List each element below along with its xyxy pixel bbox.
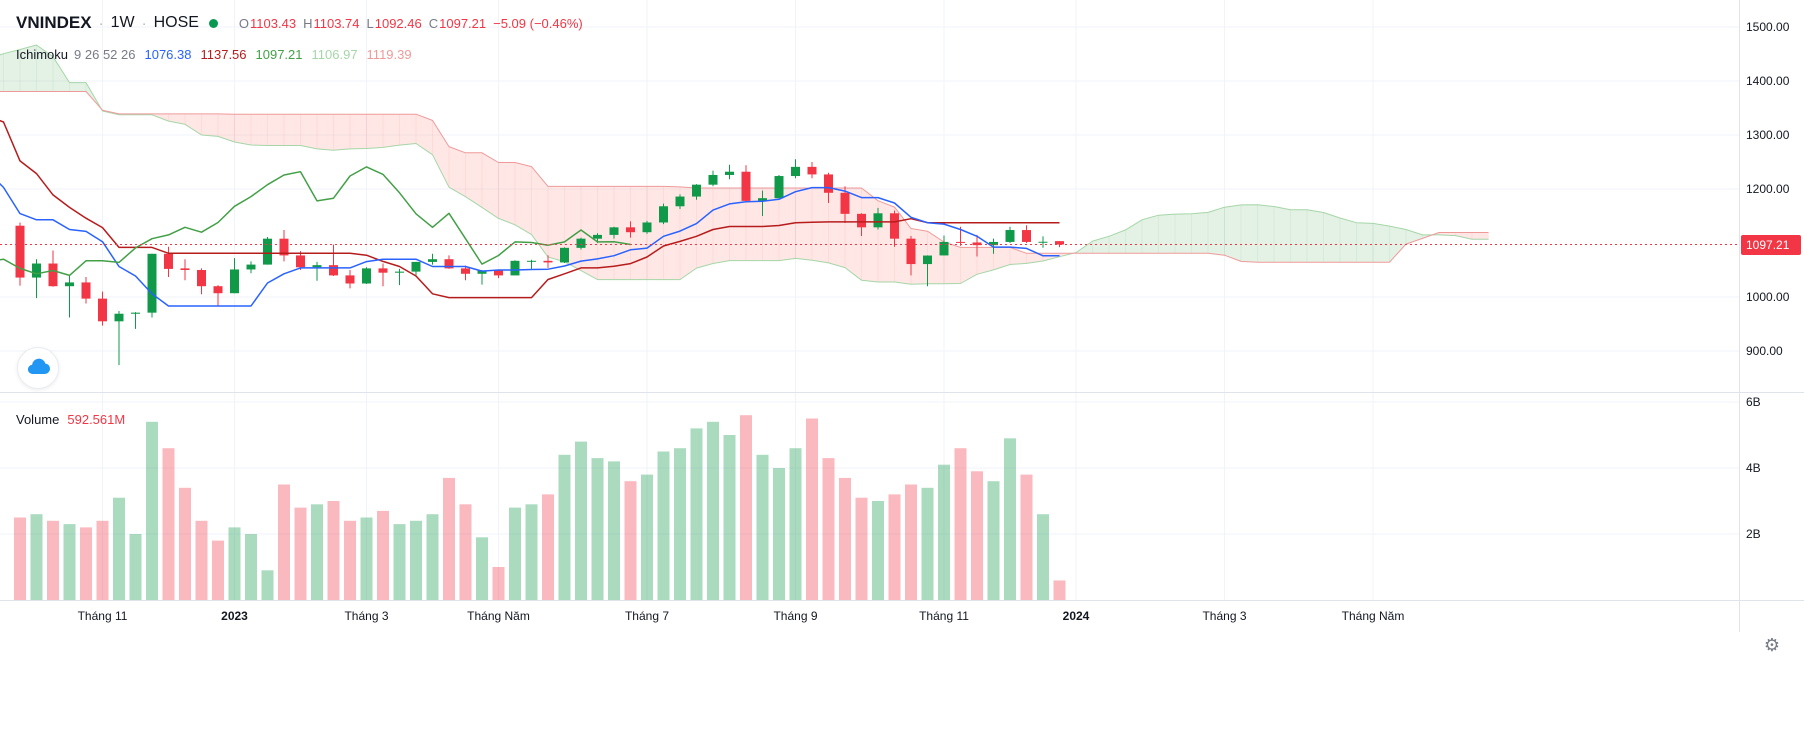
- volume-value: 592.561M: [67, 412, 126, 427]
- high-label: H: [303, 15, 313, 31]
- time-axis-label: 2023: [221, 609, 248, 623]
- indicator-legend: Ichimoku 9 26 52 26 1076.38 1137.56 1097.2…: [16, 47, 412, 62]
- symbol-legend: VNINDEX · 1W · HOSE O 1103.43 H 1103.74 …: [16, 13, 583, 33]
- chikou-span-line: [0, 166, 631, 277]
- cloud-icon: [27, 358, 51, 374]
- low-label: L: [366, 15, 374, 31]
- open-value: 1103.43: [250, 15, 297, 31]
- indicator-name[interactable]: Ichimoku: [16, 47, 69, 62]
- pane-separator[interactable]: [0, 392, 1804, 393]
- indicator-value: 1119.39: [366, 47, 412, 62]
- gear-icon: ⚙: [1763, 634, 1781, 655]
- price-scale-border: [1739, 0, 1740, 632]
- chart-canvas[interactable]: [0, 0, 1740, 600]
- close-label: C: [428, 15, 439, 31]
- volume-tick-label: 6B: [1746, 395, 1761, 409]
- ichimoku-cloud: [0, 44, 1489, 285]
- candles: [15, 159, 1064, 366]
- settings-button[interactable]: ⚙: [1760, 633, 1784, 657]
- indicator-value: 1106.97: [311, 47, 358, 62]
- time-axis-label: Tháng 11: [919, 609, 969, 623]
- interval-label[interactable]: 1W: [110, 14, 135, 31]
- tenkan-sen-line: [0, 182, 1060, 307]
- grid-lines: [0, 0, 1740, 600]
- time-axis[interactable]: Tháng 11 2023 Tháng 3 Tháng Năm Tháng 7 Tháng…: [0, 601, 1740, 631]
- price-tick-label: 900.00: [1746, 344, 1783, 358]
- time-axis-separator: [0, 600, 1804, 601]
- close-value: 1097.21: [439, 15, 487, 31]
- kijun-sen-line: [0, 119, 1060, 299]
- price-tick-label: 1500.00: [1746, 20, 1790, 34]
- time-axis-label: Tháng 7: [624, 609, 670, 623]
- symbol-name[interactable]: VNINDEX: [16, 13, 92, 32]
- time-axis-label: Tháng 9: [773, 609, 818, 623]
- indicator-params: 9 26 52 26: [74, 47, 136, 62]
- time-axis-label: Tháng 3: [344, 609, 389, 623]
- volume-tick-label: 2B: [1746, 527, 1761, 541]
- exchange-label[interactable]: HOSE: [153, 14, 199, 31]
- price-tick-label: 1200.00: [1746, 182, 1790, 196]
- high-value: 1103.74: [313, 15, 360, 31]
- last-price-badge: 1097.21: [1741, 234, 1801, 255]
- indicator-value: 1076.38: [144, 47, 192, 62]
- change-value: −5.09 (−0.46%): [493, 15, 583, 31]
- price-tick-label: 1300.00: [1746, 128, 1790, 142]
- senkou-span-a-line: [0, 44, 1489, 285]
- price-tick-label: 1000.00: [1746, 290, 1790, 304]
- indicator-value: 1137.56: [200, 47, 247, 62]
- price-scale[interactable]: 1097.21 1500.00 1400.00 1300.00 1200.00 1000…: [1740, 0, 1804, 600]
- time-axis-label: Tháng 3: [1202, 609, 1247, 623]
- time-axis-label: 2024: [1062, 609, 1090, 623]
- market-status-dot-icon: [208, 18, 218, 28]
- time-axis-label: Tháng Năm: [1341, 609, 1405, 623]
- price-tick-label: 1400.00: [1746, 74, 1790, 88]
- volume-tick-label: 4B: [1746, 461, 1761, 475]
- volume-label[interactable]: Volume: [16, 412, 60, 427]
- time-axis-label: Tháng 11: [77, 609, 128, 623]
- provider-logo-button[interactable]: [17, 347, 59, 389]
- low-value: 1092.46: [374, 15, 422, 31]
- separator-dot: ·: [98, 14, 104, 32]
- open-label: O: [238, 15, 250, 31]
- time-axis-label: Tháng Năm: [467, 609, 530, 623]
- indicator-values: 1076.38 1137.56 1097.21 1106.97 1119.39: [135, 47, 411, 62]
- indicator-value: 1097.21: [255, 47, 303, 62]
- separator-dot: ·: [141, 14, 147, 32]
- volume-legend: Volume 592.561M: [16, 412, 125, 427]
- senkou-span-b-line: [0, 91, 1489, 263]
- volume-bars: [14, 415, 1066, 600]
